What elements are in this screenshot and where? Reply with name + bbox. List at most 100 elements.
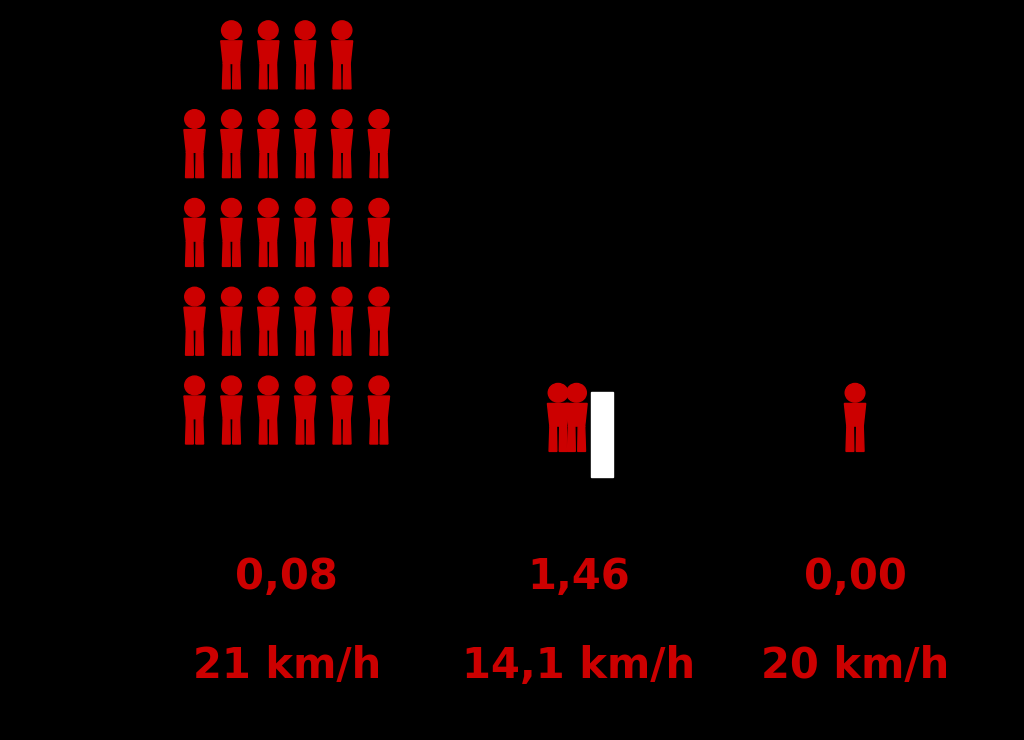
Polygon shape [332, 130, 352, 152]
Polygon shape [184, 218, 205, 241]
Polygon shape [369, 130, 389, 152]
Polygon shape [578, 426, 586, 451]
Polygon shape [196, 152, 204, 178]
Polygon shape [370, 152, 378, 178]
Polygon shape [380, 152, 388, 178]
Ellipse shape [221, 110, 242, 128]
Polygon shape [295, 41, 315, 64]
Polygon shape [369, 307, 389, 330]
Polygon shape [343, 241, 351, 266]
Polygon shape [296, 241, 304, 266]
Polygon shape [296, 152, 304, 178]
Polygon shape [549, 426, 557, 451]
Ellipse shape [332, 198, 352, 217]
Polygon shape [184, 396, 205, 419]
Polygon shape [185, 241, 194, 266]
Polygon shape [259, 330, 267, 355]
Ellipse shape [332, 376, 352, 394]
Ellipse shape [258, 376, 279, 394]
Ellipse shape [295, 287, 315, 306]
Polygon shape [196, 330, 204, 355]
Polygon shape [567, 426, 575, 451]
Polygon shape [232, 64, 241, 89]
Polygon shape [332, 218, 352, 241]
Polygon shape [259, 64, 267, 89]
Polygon shape [269, 330, 278, 355]
Ellipse shape [845, 383, 865, 402]
Text: 1,46: 1,46 [527, 556, 630, 598]
Ellipse shape [221, 376, 242, 394]
Bar [591, 392, 613, 477]
Polygon shape [559, 426, 567, 451]
Polygon shape [259, 241, 267, 266]
Polygon shape [269, 152, 278, 178]
Ellipse shape [258, 287, 279, 306]
Polygon shape [370, 241, 378, 266]
Ellipse shape [184, 110, 205, 128]
Polygon shape [343, 330, 351, 355]
Ellipse shape [184, 376, 205, 394]
Polygon shape [222, 64, 230, 89]
Polygon shape [295, 307, 315, 330]
Ellipse shape [332, 287, 352, 306]
Polygon shape [296, 330, 304, 355]
Polygon shape [269, 64, 278, 89]
Polygon shape [258, 130, 279, 152]
Text: 0,08: 0,08 [236, 556, 338, 598]
Polygon shape [222, 419, 230, 444]
Polygon shape [184, 130, 205, 152]
Polygon shape [296, 64, 304, 89]
Polygon shape [856, 426, 864, 451]
Polygon shape [221, 130, 242, 152]
Ellipse shape [369, 287, 389, 306]
Polygon shape [258, 396, 279, 419]
Polygon shape [232, 419, 241, 444]
Polygon shape [333, 330, 341, 355]
Polygon shape [295, 396, 315, 419]
Polygon shape [185, 419, 194, 444]
Polygon shape [370, 419, 378, 444]
Polygon shape [295, 130, 315, 152]
Polygon shape [258, 307, 279, 330]
Ellipse shape [184, 198, 205, 217]
Polygon shape [306, 152, 314, 178]
Polygon shape [343, 152, 351, 178]
Polygon shape [232, 152, 241, 178]
Polygon shape [369, 396, 389, 419]
Ellipse shape [332, 21, 352, 39]
Text: 0,00: 0,00 [804, 556, 906, 598]
Polygon shape [196, 241, 204, 266]
Ellipse shape [221, 198, 242, 217]
Polygon shape [232, 241, 241, 266]
Polygon shape [333, 152, 341, 178]
Polygon shape [332, 41, 352, 64]
Ellipse shape [369, 376, 389, 394]
Polygon shape [845, 403, 865, 426]
Polygon shape [343, 64, 351, 89]
Polygon shape [221, 396, 242, 419]
Ellipse shape [566, 383, 587, 402]
Polygon shape [332, 396, 352, 419]
Polygon shape [333, 419, 341, 444]
Polygon shape [222, 330, 230, 355]
Polygon shape [232, 330, 241, 355]
Polygon shape [306, 241, 314, 266]
Ellipse shape [369, 198, 389, 217]
Polygon shape [333, 241, 341, 266]
Ellipse shape [221, 21, 242, 39]
Polygon shape [222, 152, 230, 178]
Polygon shape [380, 241, 388, 266]
Polygon shape [196, 419, 204, 444]
Text: 20 km/h: 20 km/h [761, 645, 949, 687]
Polygon shape [343, 419, 351, 444]
Polygon shape [296, 419, 304, 444]
Polygon shape [258, 218, 279, 241]
Ellipse shape [258, 110, 279, 128]
Polygon shape [269, 241, 278, 266]
Polygon shape [185, 152, 194, 178]
Polygon shape [259, 419, 267, 444]
Polygon shape [221, 307, 242, 330]
Text: 14,1 km/h: 14,1 km/h [462, 645, 695, 687]
Text: 21 km/h: 21 km/h [193, 645, 381, 687]
Polygon shape [846, 426, 854, 451]
